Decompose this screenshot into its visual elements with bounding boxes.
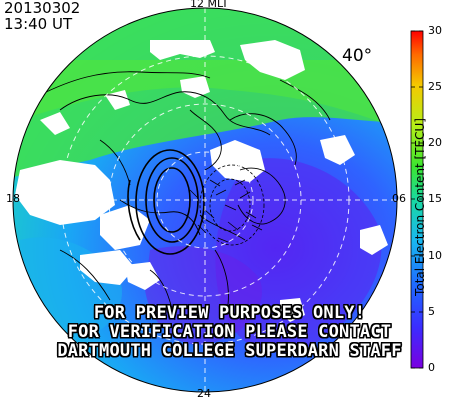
colorbar-title: Total Electron Content [TECU] <box>413 118 427 296</box>
meridians <box>13 8 397 392</box>
mlt-label-right: 06 <box>392 192 406 205</box>
colorbar-tick-label: 5 <box>428 305 435 318</box>
map-border <box>12 7 398 393</box>
colorbar-tick-label: 20 <box>428 136 442 149</box>
colorbar-tick-label: 0 <box>428 361 435 374</box>
colorbar-tick-label: 30 <box>428 24 442 37</box>
colorbar-tick-label: 25 <box>428 80 442 93</box>
latitude-label: 40° <box>342 46 373 66</box>
dashed-contours <box>199 164 265 246</box>
watermark-line: FOR VERIFICATION PLEASE CONTACT <box>67 322 392 342</box>
mlt-label-bottom: 24 <box>197 387 211 400</box>
mlt-label-top: 12 MLT <box>190 0 229 10</box>
watermark-line: FOR PREVIEW PURPOSES ONLY! <box>93 303 366 323</box>
mlt-label-left: 18 <box>6 192 20 205</box>
colorbar-tick-label: 10 <box>428 249 442 262</box>
colorbar <box>410 30 424 369</box>
date-label: 20130302 <box>4 0 81 17</box>
colorbar-ticks <box>411 30 423 369</box>
time-label: 13:40 UT <box>4 15 73 33</box>
watermark-line: DARTMOUTH COLLEGE SUPERDARN STAFF <box>57 341 402 361</box>
colorbar-tick-label: 15 <box>428 192 442 205</box>
data-gap-patches <box>15 40 388 322</box>
velocity-vectors <box>189 179 263 243</box>
